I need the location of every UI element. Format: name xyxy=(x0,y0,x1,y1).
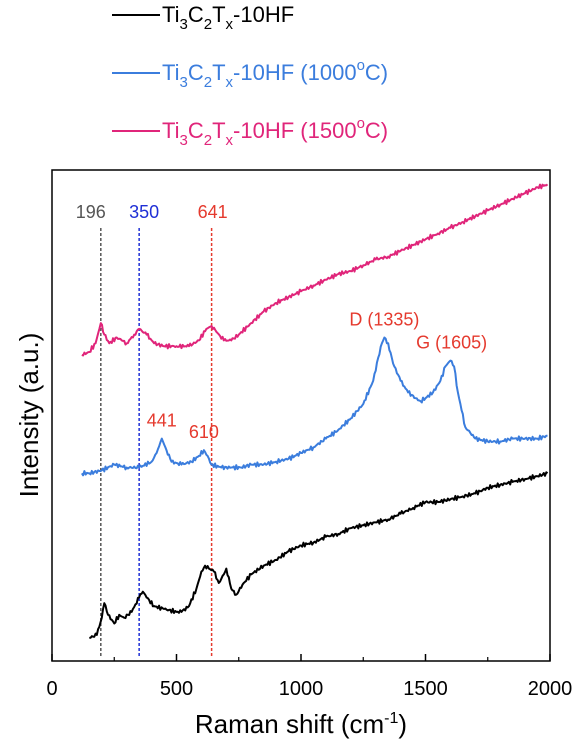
x-axis-label: Raman shift (cm-1) xyxy=(195,709,407,739)
peak-label-1: 441 xyxy=(147,411,177,431)
x-tick-label-1000: 1000 xyxy=(279,678,324,700)
x-axis: 0 500 1000 1500 2000 xyxy=(46,654,572,700)
legend-label-3: Ti3C2Tx-10HF (1500oC) xyxy=(162,115,388,149)
x-axis-label-sup: -1 xyxy=(384,710,398,727)
x-tick-label-0: 0 xyxy=(46,678,57,700)
x-axis-label-end: ) xyxy=(398,709,407,739)
peak-label-2: 610 xyxy=(189,422,219,442)
legend-label-1: Ti3C2Tx-10HF xyxy=(162,2,294,33)
x-tick-label-2000: 2000 xyxy=(528,678,573,700)
reference-label-350: 350 xyxy=(129,202,159,222)
y-axis-label: Intensity (a.u.) xyxy=(14,333,44,498)
legend: Ti3C2Tx-10HF Ti3C2Tx-10HF (1000oC) Ti3C2Tx… xyxy=(112,2,388,149)
reference-lines: 196 350 641 xyxy=(76,202,228,657)
series-line-1 xyxy=(89,471,549,639)
reference-label-641: 641 xyxy=(198,202,228,222)
legend-label-2: Ti3C2Tx-10HF (1000oC) xyxy=(162,57,388,91)
x-tick-label-1500: 1500 xyxy=(403,678,448,700)
x-axis-label-main: Raman shift (cm xyxy=(195,709,384,739)
series-line-2 xyxy=(81,336,548,477)
series-line-3 xyxy=(81,183,549,357)
plot-frame xyxy=(51,169,551,662)
annotations: 441 610 D (1335) G (1605) xyxy=(147,310,487,443)
peak-label-3: D (1335) xyxy=(349,310,419,330)
series-layer xyxy=(81,183,549,639)
x-tick-label-500: 500 xyxy=(160,678,193,700)
peak-label-4: G (1605) xyxy=(416,333,487,353)
reference-label-196: 196 xyxy=(76,202,106,222)
